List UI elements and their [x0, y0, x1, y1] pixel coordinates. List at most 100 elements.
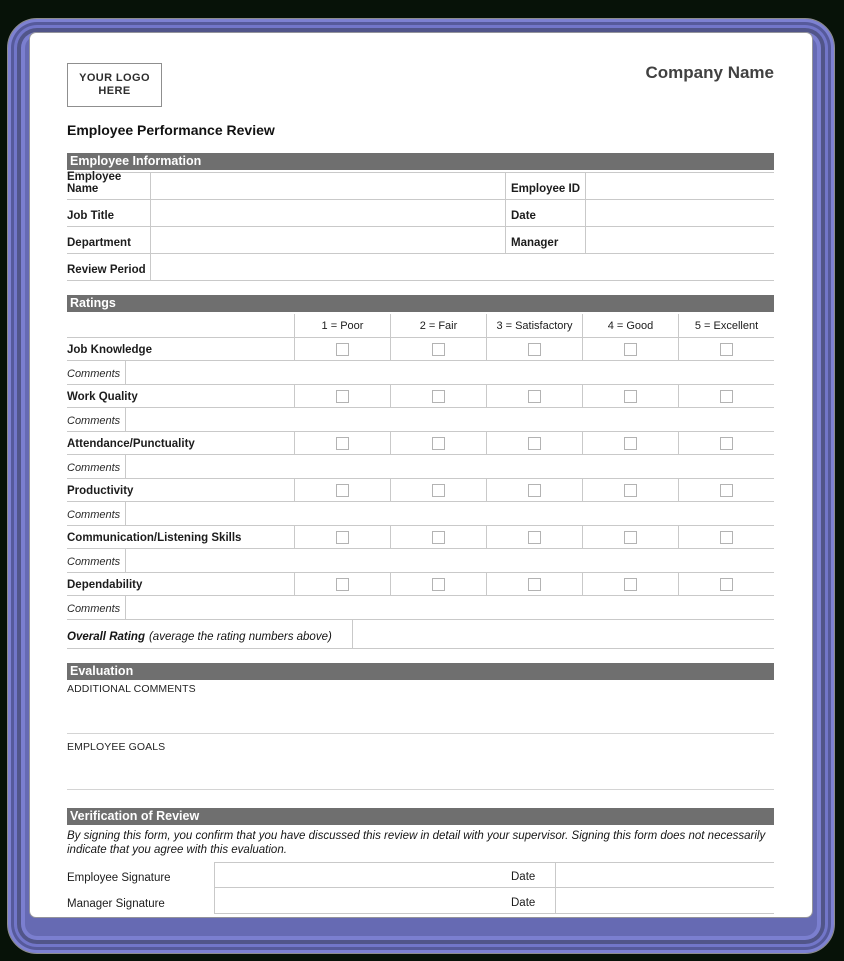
- field-label: Department: [67, 227, 151, 253]
- logo-text-line2: HERE: [98, 85, 131, 97]
- field-label: Employee ID: [506, 173, 586, 199]
- field-label: Employee Name: [67, 171, 151, 199]
- scale-header-spacer: [67, 314, 294, 337]
- comments-input[interactable]: [126, 502, 774, 525]
- signature-row: Employee Signature Date: [67, 862, 774, 888]
- logo-text-line1: YOUR LOGO: [79, 72, 150, 84]
- comments-label: Comments: [67, 361, 126, 384]
- rating-cell: [678, 385, 774, 407]
- date-input[interactable]: [555, 888, 774, 914]
- comments-input[interactable]: [126, 455, 774, 478]
- form-header: YOUR LOGO HERE Company Name: [67, 63, 774, 107]
- rating-checkbox[interactable]: [336, 483, 349, 497]
- signature-label: Employee Signature: [67, 872, 171, 884]
- verification-disclaimer: By signing this form, you confirm that y…: [67, 830, 766, 856]
- comments-row: Comments: [67, 455, 774, 479]
- rating-checkbox[interactable]: [432, 483, 445, 497]
- rating-cell: [294, 526, 390, 548]
- rating-checkbox[interactable]: [528, 436, 541, 450]
- employee-goals-area[interactable]: [67, 754, 774, 790]
- rating-checkbox[interactable]: [336, 530, 349, 544]
- rating-checkbox[interactable]: [624, 577, 637, 591]
- signature-input[interactable]: [214, 862, 506, 888]
- comments-input[interactable]: [126, 408, 774, 431]
- rating-checkbox[interactable]: [528, 577, 541, 591]
- logo-placeholder: YOUR LOGO HERE: [67, 63, 162, 107]
- overall-rating-input[interactable]: [353, 620, 774, 648]
- section-header-ratings: Ratings: [67, 295, 774, 312]
- rating-checkbox[interactable]: [528, 389, 541, 403]
- rating-cell: [582, 479, 678, 501]
- rating-cell: [678, 338, 774, 360]
- rating-checkbox[interactable]: [432, 342, 445, 356]
- comments-row: Comments: [67, 596, 774, 620]
- rating-checkbox[interactable]: [432, 389, 445, 403]
- field-input[interactable]: [586, 200, 774, 226]
- rating-checkbox[interactable]: [720, 577, 733, 591]
- employee-information-table: Employee Name Employee ID Job Title Date Dep…: [67, 171, 774, 281]
- rating-checkbox[interactable]: [528, 342, 541, 356]
- comments-input[interactable]: [126, 596, 774, 619]
- rating-checkbox[interactable]: [432, 530, 445, 544]
- comments-label: Comments: [67, 502, 126, 525]
- field-label: Review Period: [67, 254, 151, 280]
- scale-label: 2 = Fair: [390, 314, 486, 337]
- criteria-row: Job Knowledge: [67, 338, 774, 361]
- info-row: Department Manager: [67, 227, 774, 254]
- date-label: Date: [506, 862, 555, 888]
- overall-rating-label: Overall Rating (average the rating numbe…: [67, 620, 353, 648]
- comments-input[interactable]: [126, 361, 774, 384]
- rating-checkbox[interactable]: [336, 577, 349, 591]
- section-header-evaluation: Evaluation: [67, 663, 774, 680]
- overall-rating-note: (average the rating numbers above): [148, 631, 332, 643]
- comments-label: Comments: [67, 549, 126, 572]
- date-input[interactable]: [555, 862, 774, 888]
- rating-checkbox[interactable]: [624, 530, 637, 544]
- field-input[interactable]: [151, 227, 506, 253]
- rating-cell: [294, 432, 390, 454]
- field-input[interactable]: [151, 254, 774, 280]
- rating-checkbox[interactable]: [720, 389, 733, 403]
- rating-checkbox[interactable]: [624, 389, 637, 403]
- rating-cell: [294, 338, 390, 360]
- criteria-label: Attendance/Punctuality: [67, 438, 195, 450]
- rating-cell: [486, 432, 582, 454]
- rating-checkbox[interactable]: [432, 436, 445, 450]
- criteria-label: Work Quality: [67, 391, 138, 403]
- rating-checkbox[interactable]: [624, 483, 637, 497]
- additional-comments-area[interactable]: [67, 696, 774, 734]
- field-input[interactable]: [151, 173, 506, 199]
- rating-cell: [678, 573, 774, 595]
- rating-checkbox[interactable]: [624, 342, 637, 356]
- ratings-table: 1 = Poor 2 = Fair 3 = Satisfactory 4 = Good…: [67, 314, 774, 620]
- signature-input[interactable]: [214, 888, 506, 914]
- comments-row: Comments: [67, 361, 774, 385]
- rating-cell: [390, 479, 486, 501]
- rating-checkbox[interactable]: [336, 436, 349, 450]
- form-title: Employee Performance Review: [67, 122, 275, 138]
- info-row: Review Period: [67, 254, 774, 281]
- rating-checkbox[interactable]: [432, 577, 445, 591]
- field-label: Manager: [506, 227, 586, 253]
- comments-input[interactable]: [126, 549, 774, 572]
- rating-checkbox[interactable]: [624, 436, 637, 450]
- rating-checkbox[interactable]: [528, 530, 541, 544]
- company-name: Company Name: [645, 63, 774, 82]
- field-input[interactable]: [151, 200, 506, 226]
- field-input[interactable]: [586, 227, 774, 253]
- signature-table: Employee Signature Date Manager Signature D…: [67, 862, 774, 914]
- rating-checkbox[interactable]: [720, 483, 733, 497]
- overall-rating-row: Overall Rating (average the rating numbe…: [67, 620, 774, 649]
- rating-checkbox[interactable]: [528, 483, 541, 497]
- rating-checkbox[interactable]: [720, 342, 733, 356]
- rating-cell: [294, 479, 390, 501]
- criteria-label: Dependability: [67, 579, 143, 591]
- rating-checkbox[interactable]: [336, 389, 349, 403]
- criteria-label: Job Knowledge: [67, 344, 152, 356]
- field-input[interactable]: [586, 173, 774, 199]
- form-content: YOUR LOGO HERE Company Name Employee Per…: [30, 33, 812, 914]
- comments-label: Comments: [67, 408, 126, 431]
- rating-checkbox[interactable]: [720, 436, 733, 450]
- rating-checkbox[interactable]: [720, 530, 733, 544]
- rating-checkbox[interactable]: [336, 342, 349, 356]
